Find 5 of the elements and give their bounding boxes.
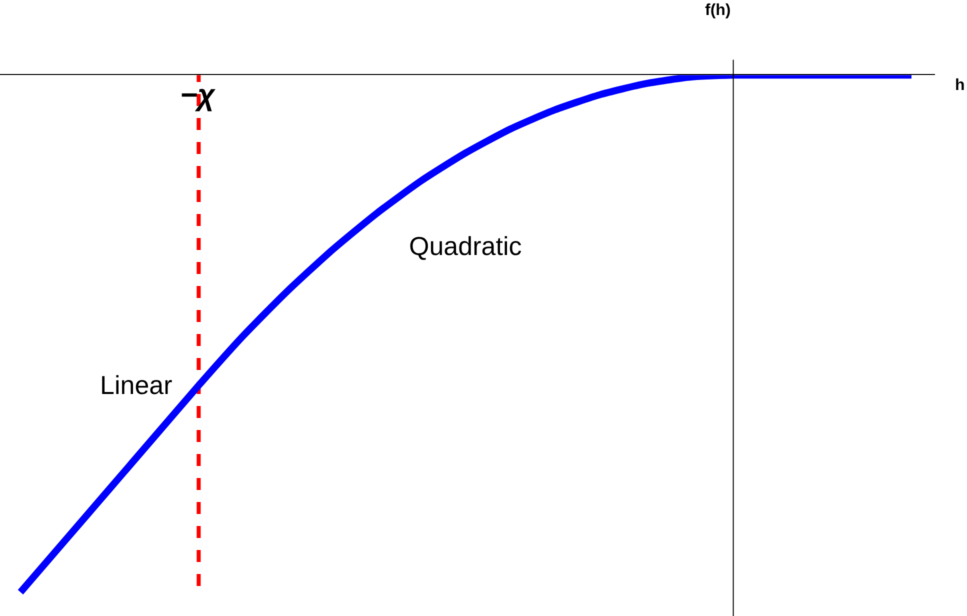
annotation: Linear [100, 370, 173, 400]
x-axis-title: h [955, 77, 965, 94]
y-axis-title: f(h) [705, 2, 731, 19]
annotation: Quadratic [409, 231, 522, 261]
text: −χ [180, 79, 215, 112]
